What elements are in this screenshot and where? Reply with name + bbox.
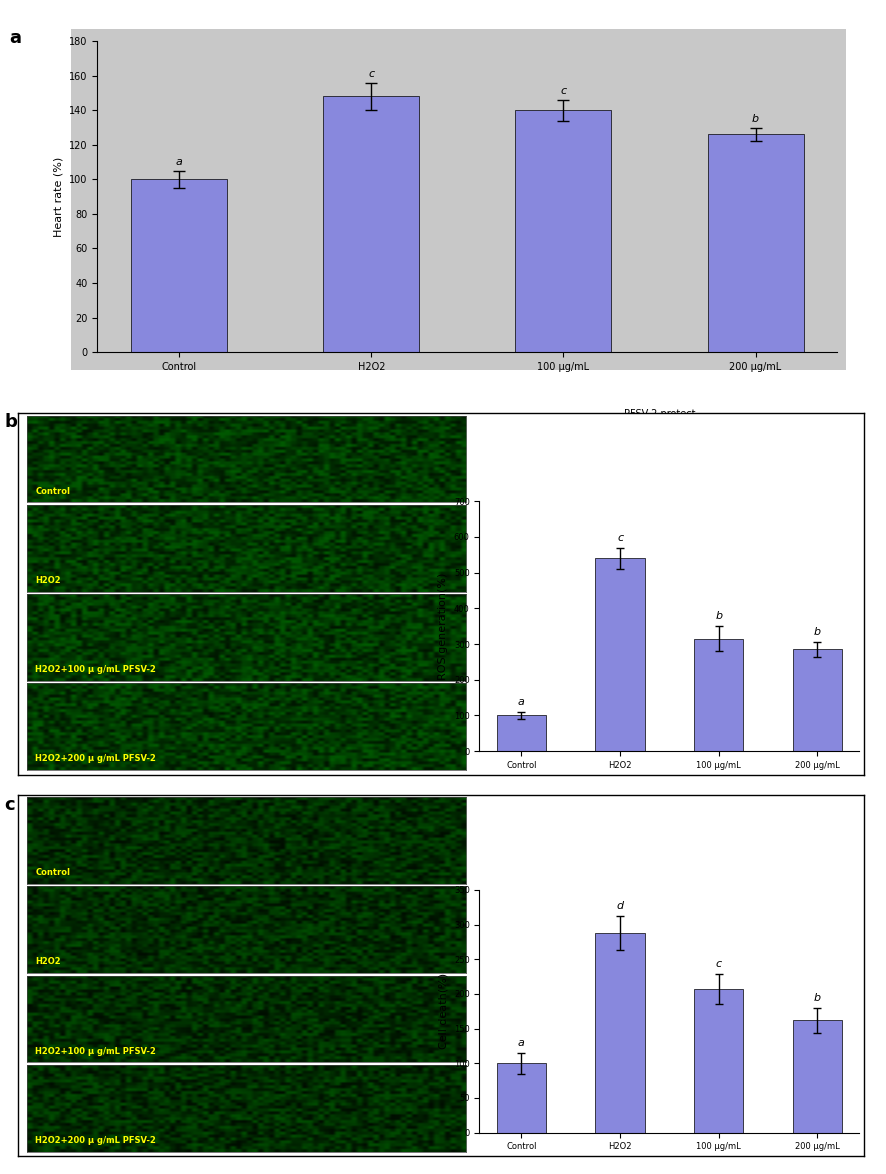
Bar (708, 135, 804, 352)
Y-axis label: Heart rate (%): Heart rate (%) (54, 156, 64, 237)
Text: c: c (4, 796, 15, 814)
Text: a: a (9, 29, 21, 47)
Text: c: c (716, 959, 722, 969)
Text: b: b (752, 114, 759, 124)
Bar (595, 933, 645, 1133)
Text: b: b (715, 612, 722, 621)
Text: PFSV-2 protect: PFSV-2 protect (624, 410, 696, 419)
Text: Control: Control (35, 486, 70, 495)
Text: d: d (617, 900, 624, 911)
Text: a: a (518, 697, 525, 707)
Text: H2O2: H2O2 (35, 575, 61, 585)
Text: H2O2+100 μ g/mL PFSV-2: H2O2+100 μ g/mL PFSV-2 (35, 664, 156, 674)
Y-axis label: Cell death(%): Cell death(%) (439, 973, 448, 1050)
Text: H2O2+100 μ g/mL PFSV-2: H2O2+100 μ g/mL PFSV-2 (35, 1046, 156, 1055)
Text: c: c (369, 69, 375, 79)
Bar (793, 1020, 843, 1133)
Bar (131, 180, 227, 352)
Y-axis label: ROS generation(%): ROS generation(%) (439, 573, 448, 680)
Text: Control: Control (35, 868, 70, 877)
Text: a: a (518, 1038, 525, 1048)
Bar (497, 715, 546, 751)
Text: H2O2: H2O2 (35, 957, 61, 966)
Text: H2O2+200 μ g/mL PFSV-2: H2O2+200 μ g/mL PFSV-2 (35, 1135, 156, 1145)
Text: PFSV-2 protect: PFSV-2 protect (737, 796, 799, 805)
Text: a: a (175, 157, 183, 167)
Bar (595, 559, 645, 751)
Bar (323, 96, 419, 352)
Bar (793, 649, 843, 751)
Bar (694, 639, 743, 751)
Text: b: b (814, 993, 821, 1003)
Text: b: b (4, 413, 18, 431)
Text: c: c (617, 533, 623, 542)
Text: c: c (560, 87, 566, 96)
Bar (694, 989, 743, 1133)
Text: H2O2+200 μ g/mL PFSV-2: H2O2+200 μ g/mL PFSV-2 (35, 754, 156, 763)
Text: b: b (814, 627, 821, 637)
Bar (497, 1064, 546, 1133)
Bar (516, 110, 611, 352)
